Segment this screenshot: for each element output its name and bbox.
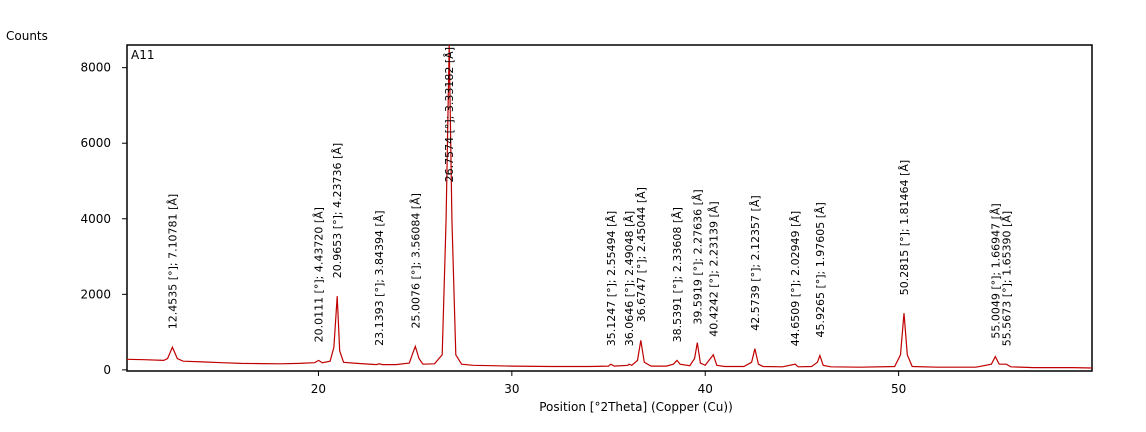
peak-label: 35.1247 [°]; 2.55494 [Å] — [605, 211, 618, 346]
y-tick-label: 6000 — [80, 136, 111, 150]
peak-label: 20.9653 [°]; 4.23736 [Å] — [331, 143, 344, 278]
peak-label: 44.6509 [°]; 2.02949 [Å] — [789, 211, 802, 346]
peak-label: 39.5919 [°]; 2.27636 [Å] — [691, 189, 704, 324]
peak-label: 36.6747 [°]; 2.45044 [Å] — [635, 187, 648, 322]
x-tick-label: 20 — [311, 382, 326, 396]
peak-label: 26.7574 [°]; 3.33182 [Å] — [443, 47, 456, 182]
peak-label: 38.5391 [°]; 2.33608 [Å] — [671, 207, 684, 342]
plot-frame — [126, 44, 1093, 372]
peak-label: 42.5739 [°]; 2.12357 [Å] — [749, 195, 762, 330]
peak-label: 23.1393 [°]; 3.84394 [Å] — [373, 210, 386, 345]
y-tick-label: 2000 — [80, 287, 111, 301]
peak-label: 40.4242 [°]; 2.23139 [Å] — [707, 201, 720, 336]
sample-label: A11 — [131, 48, 154, 62]
diffraction-line — [126, 44, 1093, 369]
peak-label: 45.9265 [°]; 1.97605 [Å] — [814, 202, 827, 337]
peak-label: 25.0076 [°]; 3.56084 [Å] — [409, 193, 422, 328]
x-tick-label: 50 — [891, 382, 906, 396]
y-tick-label: 0 — [103, 363, 111, 377]
peak-label: 50.2815 [°]; 1.81464 [Å] — [898, 160, 911, 295]
peak-label: 20.0111 [°]; 4.43720 [Å] — [313, 207, 326, 342]
y-tick-label: 8000 — [80, 61, 111, 75]
peak-label: 36.0646 [°]; 2.49048 [Å] — [623, 211, 636, 346]
peak-label: 55.5673 [°]; 1.65390 [Å] — [1000, 211, 1013, 346]
x-axis-label: Position [°2Theta] (Copper (Cu)) — [539, 400, 733, 414]
peak-label: 55.0049 [°]; 1.66947 [Å] — [989, 203, 1002, 338]
y-axis-label: Counts — [6, 29, 48, 43]
peak-label: 12.4535 [°]; 7.10781 [Å] — [167, 194, 180, 329]
y-tick-label: 4000 — [80, 212, 111, 226]
x-tick-label: 30 — [504, 382, 519, 396]
x-tick-label: 40 — [698, 382, 713, 396]
